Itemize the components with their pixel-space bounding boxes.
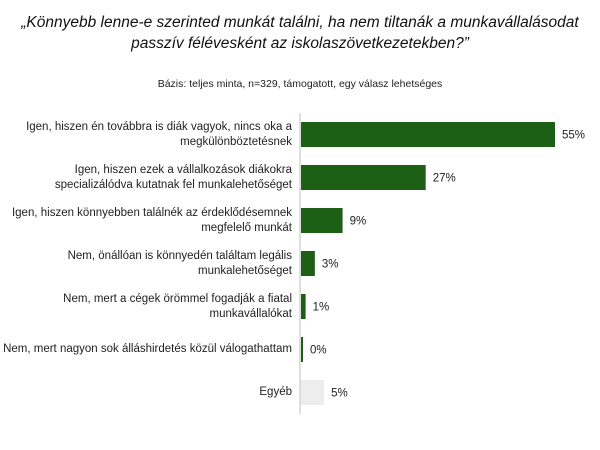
data-label-3: 3% (322, 259, 339, 271)
data-label-1: 27% (433, 173, 456, 185)
category-label-1: Igen, hiszen ezek a vállalkozások diákok… (54, 163, 292, 191)
data-label-0: 55% (562, 130, 585, 142)
category-label-5: Nem, mert nagyon sok álláshirdetés közül… (3, 343, 292, 355)
bar-0 (301, 122, 555, 147)
bar-3 (301, 251, 315, 276)
data-label-2: 9% (350, 216, 367, 228)
chart-subtitle: Bázis: teljes minta, n=329, támogatott, … (157, 78, 443, 90)
category-label-6: Egyéb (259, 386, 292, 398)
bar-2 (301, 208, 343, 233)
category-label-3: Nem, önállóan is könnyedén találtam legá… (67, 249, 292, 277)
bar-1 (301, 165, 426, 190)
data-label-5: 0% (310, 345, 327, 357)
category-label-2: Igen, hiszen könnyebben találnék az érde… (11, 206, 292, 234)
category-label-4: Nem, mert a cégek örömmel fogadják a fia… (63, 292, 292, 320)
bar-5 (301, 337, 303, 362)
bar-6 (301, 380, 325, 405)
bar-4 (301, 294, 306, 319)
chart-title: „Könnyebb lenne-e szerinted munkát talál… (21, 14, 579, 52)
data-label-6: 5% (331, 388, 348, 400)
data-label-4: 1% (313, 302, 330, 314)
category-label-0: Igen, hiszen én továbbra is diák vagyok,… (26, 120, 292, 148)
